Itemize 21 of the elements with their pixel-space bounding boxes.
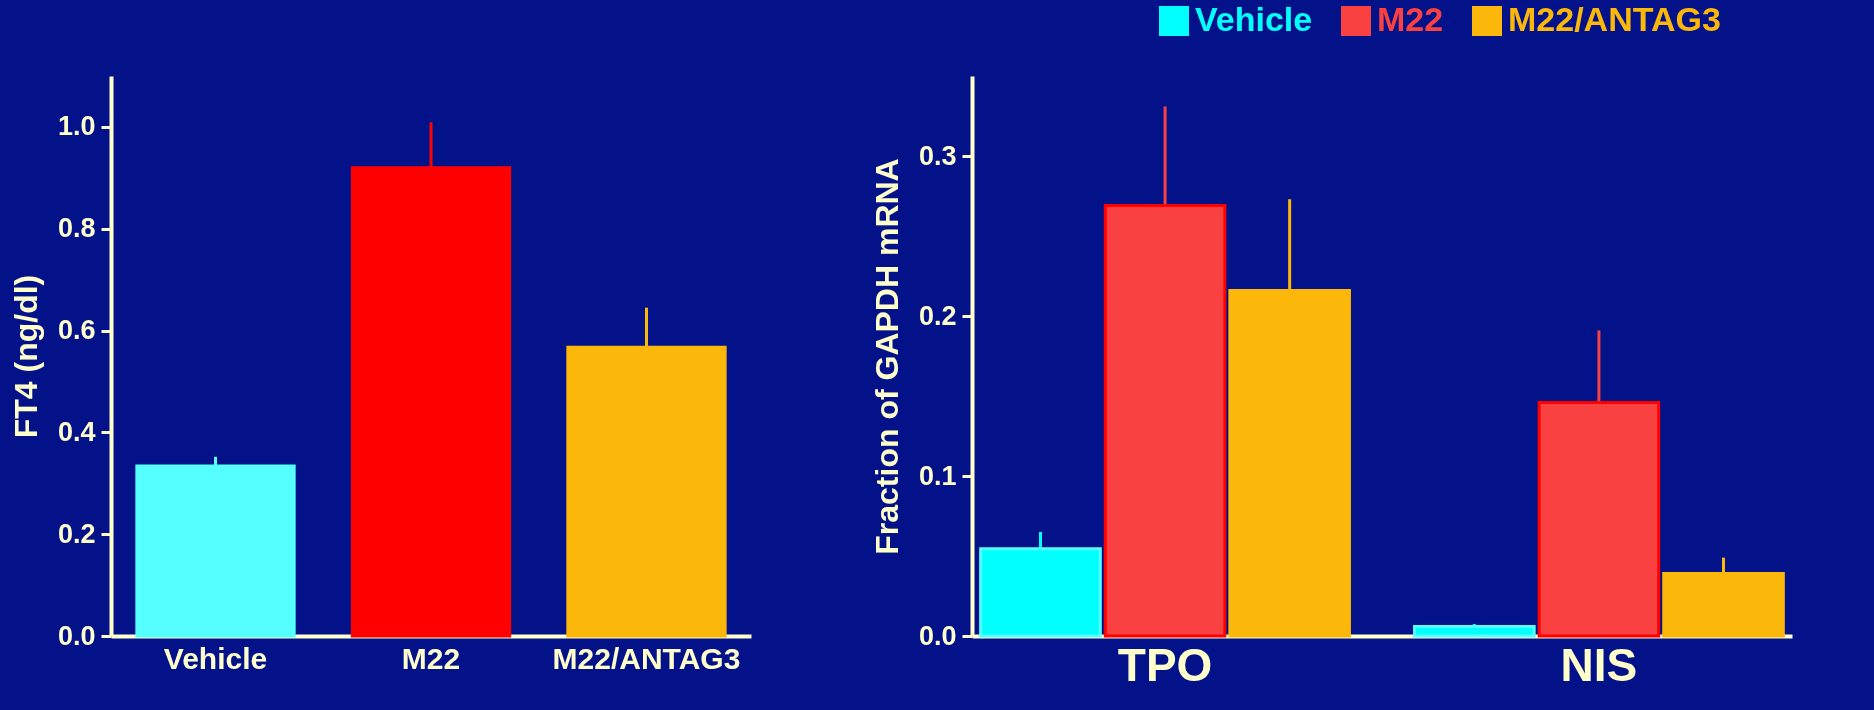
legend-label: Vehicle xyxy=(1195,0,1313,38)
x-tick-label: M22 xyxy=(401,641,461,675)
y-axis-title: Fraction of GAPDH mRNA xyxy=(868,158,905,555)
y-tick-label: 0.3 xyxy=(918,140,957,171)
legend-label: M22/ANTAG3 xyxy=(1508,0,1721,38)
y-tick-label: 1.0 xyxy=(57,111,96,142)
x-tick-label: M22/ANTAG3 xyxy=(552,641,741,675)
y-tick-label: 0.2 xyxy=(57,518,96,549)
y-tick-label: 0.1 xyxy=(918,460,957,491)
bar xyxy=(1413,624,1536,638)
y-axis-title: FT4 (ng/dl) xyxy=(7,274,44,439)
y-tick-label: 0.0 xyxy=(57,620,96,651)
x-tick-label: NIS xyxy=(1560,638,1638,691)
y-tick-label: 0.4 xyxy=(57,416,96,447)
y-tick-label: 0.6 xyxy=(57,315,96,346)
y-tick-label: 0.0 xyxy=(918,620,957,651)
x-tick-label: Vehicle xyxy=(163,641,268,675)
x-tick-label: TPO xyxy=(1117,638,1213,691)
legend-label: M22 xyxy=(1377,0,1444,38)
y-tick-label: 0.8 xyxy=(57,213,96,244)
y-tick-label: 0.2 xyxy=(918,300,957,331)
